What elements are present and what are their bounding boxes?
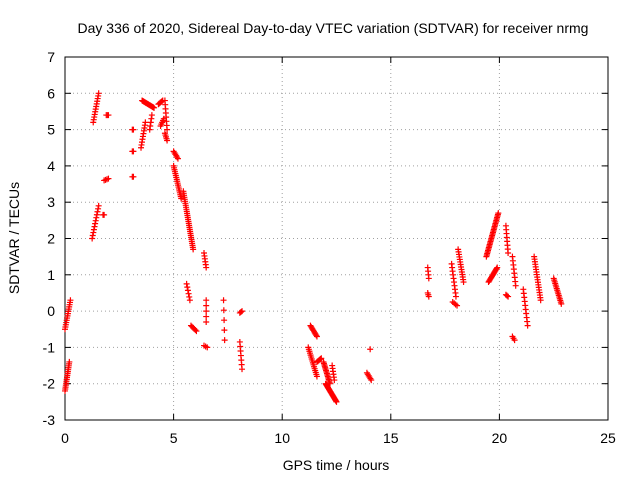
data-point (493, 265, 500, 272)
data-point (203, 264, 210, 271)
data-point (512, 282, 519, 289)
data-point (220, 297, 227, 304)
data-point (221, 327, 228, 334)
data-point (237, 309, 244, 316)
y-tick-label: -1 (43, 339, 56, 355)
plot-frame (64, 56, 609, 421)
x-tick-label: 10 (274, 430, 290, 446)
data-point (186, 297, 193, 304)
data-point (204, 344, 211, 351)
y-tick-label: 7 (47, 49, 55, 65)
data-point (178, 195, 185, 202)
grid (65, 57, 608, 420)
data-point (558, 300, 565, 307)
y-tick-label: 2 (47, 231, 55, 247)
data-point (67, 297, 74, 304)
data-point (193, 328, 200, 335)
data-point (151, 104, 158, 111)
data-point (184, 284, 191, 291)
data-point (183, 280, 190, 287)
y-axis-label: SDTVAR / TECUs (6, 182, 22, 294)
data-point (317, 356, 324, 363)
data-point (203, 308, 210, 315)
data-point (313, 332, 320, 339)
data-point (174, 155, 181, 162)
data-point (185, 290, 192, 297)
data-point (130, 173, 137, 180)
data-point (239, 366, 246, 373)
data-point (95, 202, 102, 209)
data-point (203, 318, 210, 325)
data-point (221, 317, 228, 324)
x-axis-label: GPS time / hours (283, 457, 390, 473)
data-point (524, 322, 531, 329)
y-tick-label: 1 (47, 267, 55, 283)
data-point (95, 90, 102, 97)
data-point (164, 126, 171, 133)
data-point (313, 333, 320, 340)
y-tick-label: 5 (47, 122, 55, 138)
data-point (368, 377, 375, 384)
data-point (105, 175, 112, 182)
data-point (184, 287, 191, 294)
data-point (505, 293, 512, 300)
data-point (203, 302, 210, 309)
data-point (425, 275, 432, 282)
data-point (105, 112, 112, 119)
data-point (66, 358, 73, 365)
x-tick-label: 0 (61, 430, 69, 446)
data-point (504, 292, 511, 299)
data-point (164, 137, 171, 144)
data-point (203, 313, 210, 320)
data-point (313, 373, 320, 380)
data-point (158, 98, 165, 105)
data-point (537, 297, 544, 304)
x-tick-label: 20 (492, 430, 508, 446)
data-point (367, 346, 374, 353)
y-tick-label: 6 (47, 85, 55, 101)
y-tick-label: 3 (47, 194, 55, 210)
data-point (460, 279, 467, 286)
x-tick-label: 15 (383, 430, 399, 446)
data-point (130, 148, 137, 155)
data-point (494, 264, 501, 271)
data-point (192, 326, 199, 333)
data-point (318, 355, 325, 362)
data-point (221, 337, 228, 344)
chart-title: Day 336 of 2020, Sidereal Day-to-day VTE… (78, 20, 589, 36)
data-point (452, 293, 459, 300)
y-tick-label: 4 (47, 158, 55, 174)
data-point (186, 293, 193, 300)
data-point (239, 308, 246, 315)
y-tick-label: 0 (47, 303, 55, 319)
axis-ticks: 0 5 10 15 20 25 -3 -2 -1 0 1 2 3 4 5 6 7 (43, 49, 616, 446)
data-point (190, 246, 197, 253)
data-point (220, 307, 227, 314)
data-point (130, 126, 137, 133)
data-point (148, 112, 155, 119)
data-point (505, 250, 512, 257)
x-tick-label: 5 (170, 430, 178, 446)
x-tick-label: 25 (600, 430, 616, 446)
data-points (62, 90, 565, 405)
data-point (142, 119, 149, 126)
y-tick-label: -3 (43, 412, 56, 428)
y-tick-label: -2 (43, 376, 56, 392)
data-point (511, 337, 518, 344)
data-point (102, 176, 109, 183)
data-point (203, 297, 210, 304)
data-point (333, 398, 340, 405)
data-point (495, 210, 502, 217)
data-point (454, 302, 461, 309)
data-point (331, 377, 338, 384)
data-point (103, 176, 110, 183)
data-point (101, 211, 108, 218)
data-point (425, 293, 432, 300)
